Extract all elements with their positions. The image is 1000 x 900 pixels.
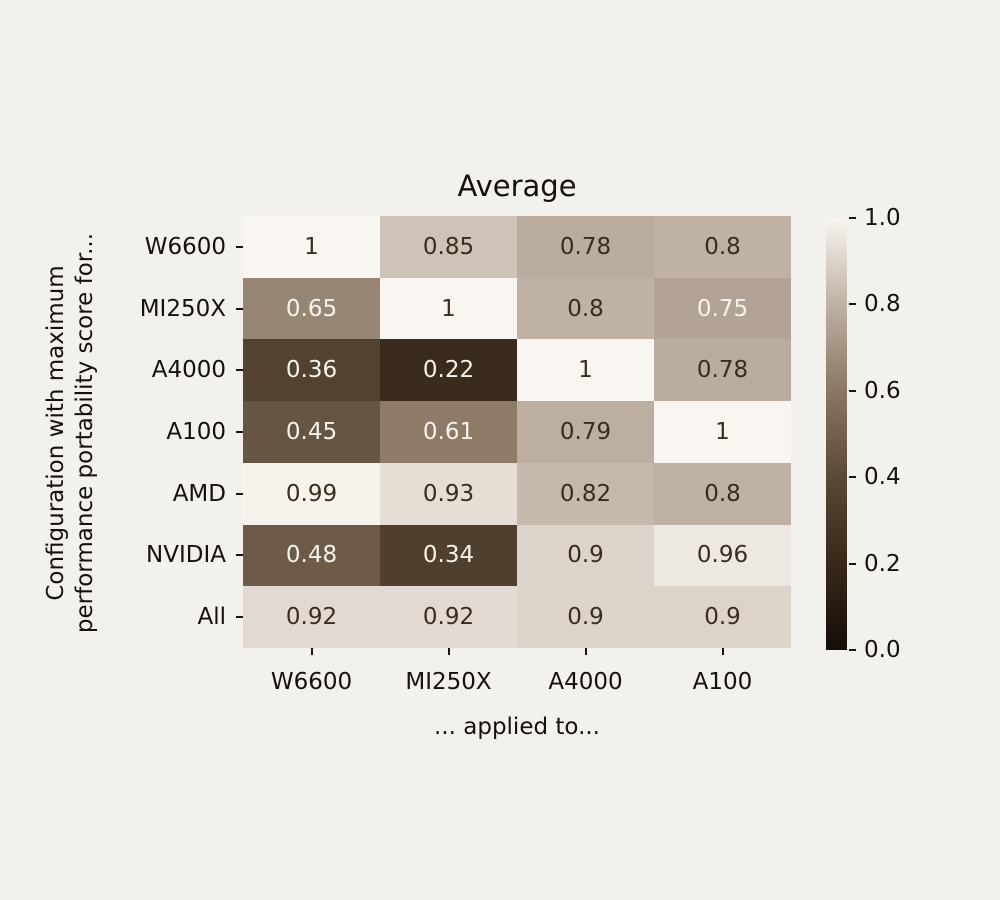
x-tick-label: MI250X [405, 669, 492, 695]
colorbar-tick-label: 1.0 [864, 205, 901, 231]
colorbar-tick-label: 0.0 [864, 637, 901, 663]
y-tick-label: A100 [166, 419, 226, 445]
heatmap-cell: 0.22 [380, 339, 517, 402]
x-tick-label: W6600 [270, 669, 353, 695]
heatmap-cell: 0.34 [380, 524, 517, 587]
heatmap-cell: 1 [243, 216, 380, 278]
heatmap-cell: 0.48 [243, 524, 380, 587]
colorbar-tick-label: 0.8 [864, 291, 901, 318]
x-tick-mark [721, 648, 724, 655]
heatmap-cell: 0.9 [654, 586, 791, 648]
chart-title: Average [457, 169, 577, 203]
heatmap-cell: 0.96 [654, 524, 791, 587]
colorbar-tick-mark [849, 217, 856, 219]
heatmap-cell: 0.93 [380, 462, 517, 525]
colorbar-tick-mark [849, 303, 856, 306]
x-tick-label: A4000 [548, 669, 623, 695]
y-tick-label: MI250X [139, 295, 226, 322]
colorbar-tick-label: 0.2 [864, 550, 901, 577]
heatmap-cell: 0.36 [243, 339, 380, 402]
heatmap-cell: 0.82 [517, 462, 654, 525]
heatmap-cell: 0.61 [380, 401, 517, 463]
colorbar-tick-label: 0.4 [864, 464, 901, 491]
x-tick-mark [447, 648, 450, 655]
y-tick-label: W6600 [144, 233, 226, 260]
heatmap-cell: 0.65 [243, 277, 380, 340]
y-tick-label: A4000 [151, 357, 226, 384]
colorbar-tick-mark [849, 476, 856, 479]
heatmap-grid: 1 0.85 0.78 0.8 0.65 1 0.8 0.75 0.36 0.22 1 0.78 0.4… [243, 216, 791, 648]
y-tick-label: AMD [172, 480, 226, 507]
colorbar [826, 218, 847, 650]
x-tick-label: A100 [692, 669, 753, 695]
y-tick-mark [236, 369, 243, 372]
heatmap-cell: 0.9 [517, 586, 654, 648]
y-tick-mark [236, 492, 243, 495]
y-tick-mark [236, 307, 243, 310]
heatmap-cell: 0.78 [654, 339, 791, 402]
colorbar-tick-label: 0.6 [864, 377, 901, 404]
heatmap-cell: 0.99 [243, 462, 380, 525]
heatmap-cell: 0.45 [243, 401, 380, 463]
colorbar-tick-mark [849, 649, 856, 651]
heatmap-cell: 1 [654, 401, 791, 463]
y-tick-label: All [197, 604, 226, 631]
heatmap-cell: 0.9 [517, 524, 654, 587]
x-tick-mark [584, 648, 587, 655]
y-tick-label: NVIDIA [146, 542, 226, 569]
colorbar-tick-mark [849, 389, 856, 392]
heatmap-cell: 0.75 [654, 277, 791, 340]
heatmap-cell: 1 [517, 339, 654, 402]
heatmap-cell: 1 [380, 277, 517, 340]
y-tick-mark [236, 245, 243, 248]
heatmap-cell: 0.85 [380, 216, 517, 278]
heatmap-cell: 0.79 [517, 401, 654, 463]
x-axis-label: ... applied to... [434, 714, 600, 740]
y-tick-mark [236, 431, 243, 433]
y-tick-mark [236, 616, 243, 619]
heatmap-cell: 0.92 [243, 586, 380, 648]
heatmap-cell: 0.92 [380, 586, 517, 648]
y-tick-mark [236, 554, 243, 557]
x-tick-mark [310, 648, 313, 655]
heatmap-cell: 0.78 [517, 216, 654, 278]
colorbar-tick-mark [849, 562, 856, 565]
heatmap-cell: 0.8 [654, 216, 791, 278]
heatmap-cell: 0.8 [517, 277, 654, 340]
heatmap-cell: 0.8 [654, 462, 791, 525]
